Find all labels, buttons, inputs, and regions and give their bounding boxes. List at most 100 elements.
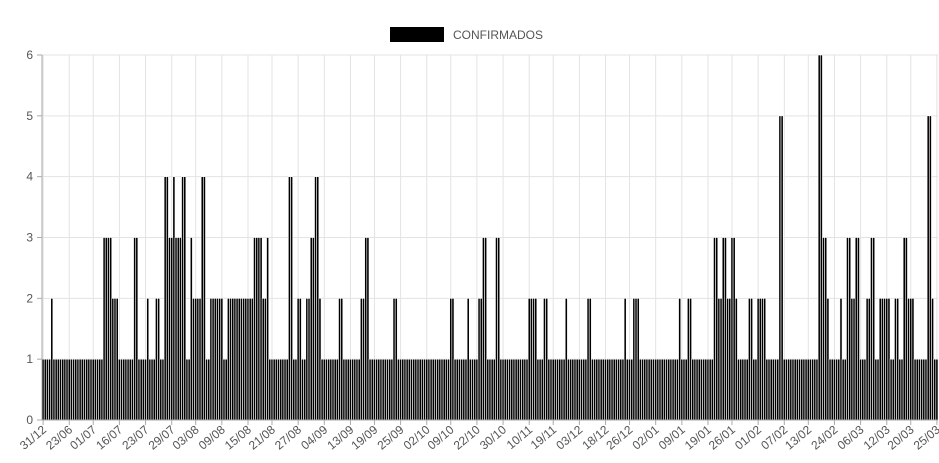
bar [926, 115, 930, 421]
bar [277, 358, 280, 421]
bar [728, 298, 732, 421]
bar [231, 298, 235, 421]
y-tick-label: 3 [26, 231, 33, 245]
bar [841, 358, 845, 421]
bar [560, 358, 564, 421]
bar [401, 358, 405, 421]
bar [554, 358, 557, 421]
bar [793, 358, 797, 421]
bar [91, 358, 95, 421]
bar [599, 358, 603, 421]
bar [754, 358, 758, 421]
bar [564, 298, 568, 421]
bar [462, 358, 466, 421]
bar [819, 54, 823, 421]
bar [85, 358, 89, 421]
bar [928, 115, 932, 421]
bar [224, 358, 228, 421]
bar [309, 237, 313, 421]
bar [349, 358, 352, 421]
bar [726, 298, 730, 421]
bar [719, 298, 723, 421]
bar [748, 298, 751, 421]
bar [745, 358, 749, 421]
bar [407, 358, 411, 421]
bar [765, 358, 769, 421]
bar [878, 298, 882, 421]
bar [137, 358, 141, 421]
legend[interactable]: CONFIRMADOS [390, 27, 543, 42]
bar [375, 358, 379, 421]
bar [220, 298, 224, 421]
bar [713, 237, 716, 421]
x-tick-label: 27/08 [272, 422, 304, 452]
bar [205, 358, 208, 421]
bar [329, 358, 333, 421]
bar [157, 298, 161, 421]
bar [530, 298, 533, 421]
bar [806, 358, 810, 421]
bar [643, 358, 647, 421]
x-tick-label: 22/10 [451, 422, 483, 452]
bar [185, 358, 189, 421]
bar [394, 298, 398, 421]
bar [59, 358, 62, 421]
bar [412, 358, 416, 421]
bar [833, 358, 836, 421]
bar [857, 237, 860, 421]
bar [798, 358, 801, 421]
bar [826, 298, 830, 421]
bar [244, 298, 248, 421]
bar [192, 298, 195, 421]
bar [316, 176, 320, 421]
bar [100, 358, 104, 421]
x-tick-label: 07/02 [758, 422, 790, 452]
bar [455, 358, 459, 421]
bar [118, 358, 121, 421]
bar [628, 358, 631, 421]
bar [198, 298, 202, 421]
x-tick-label: 20/03 [885, 422, 917, 452]
x-tick-label: 13/09 [324, 422, 356, 452]
bar [848, 237, 852, 421]
bar [902, 237, 906, 421]
bar [538, 358, 542, 421]
bar [331, 358, 335, 421]
bar [320, 358, 324, 421]
bar [876, 358, 880, 421]
bar [364, 237, 368, 421]
bar [817, 54, 821, 421]
bar [717, 298, 721, 421]
bar [135, 237, 139, 421]
bar [632, 298, 636, 421]
bar [128, 358, 132, 421]
bar [527, 298, 531, 421]
bar [240, 298, 243, 421]
bar [292, 358, 296, 421]
bar [896, 298, 900, 421]
bar [392, 298, 396, 421]
bar [828, 358, 832, 421]
bar [46, 358, 49, 421]
bar [486, 358, 490, 421]
bar [405, 358, 409, 421]
bar [445, 358, 448, 421]
bar [399, 358, 403, 421]
bar [867, 298, 871, 421]
bar [837, 358, 841, 421]
bar [761, 298, 764, 421]
bar [209, 298, 213, 421]
bar [464, 358, 468, 421]
x-tick-label: 04/09 [298, 422, 330, 452]
bar [846, 237, 849, 421]
legend-label: CONFIRMADOS [453, 28, 543, 42]
bar [397, 358, 400, 421]
bar [366, 237, 370, 421]
bar [630, 358, 634, 421]
legend-swatch [390, 27, 444, 42]
bar [918, 358, 921, 421]
bar [338, 298, 341, 421]
x-tick-label: 19/01 [682, 422, 714, 452]
bar [693, 358, 697, 421]
bar [582, 358, 586, 421]
